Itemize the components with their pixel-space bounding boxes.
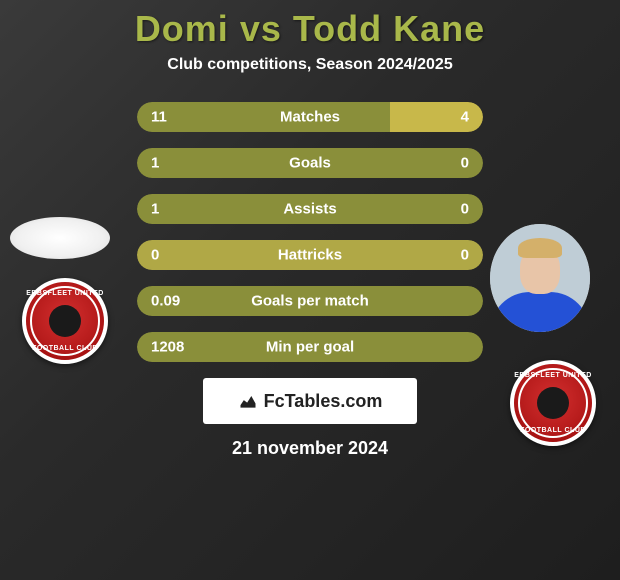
chart-icon bbox=[238, 391, 258, 411]
player-left-avatar bbox=[10, 217, 110, 259]
stat-label: Hattricks bbox=[278, 247, 342, 264]
brand-text: FcTables.com bbox=[264, 391, 383, 412]
stat-value-right: 4 bbox=[461, 109, 469, 126]
stat-value-left: 0 bbox=[151, 247, 159, 264]
stat-value-left: 0.09 bbox=[151, 293, 180, 310]
subtitle: Club competitions, Season 2024/2025 bbox=[0, 56, 620, 74]
stat-value-left: 11 bbox=[151, 109, 167, 126]
stat-row: 0 Hattricks 0 bbox=[137, 240, 483, 270]
stat-row: 0.09 Goals per match bbox=[137, 286, 483, 316]
player-right-avatar bbox=[490, 224, 590, 332]
stat-label: Min per goal bbox=[266, 339, 354, 356]
stat-label: Assists bbox=[283, 201, 336, 218]
stats-bars: 11 Matches 4 1 Goals 0 1 Assists 0 0 Hattricks 0 0.0… bbox=[137, 102, 483, 362]
page-title: Domi vs Todd Kane bbox=[0, 8, 620, 50]
stat-bar-left bbox=[137, 102, 390, 132]
stat-value-left: 1208 bbox=[151, 339, 184, 356]
stat-value-right: 0 bbox=[461, 247, 469, 264]
stat-value-right: 0 bbox=[461, 201, 469, 218]
stat-row: 1 Assists 0 bbox=[137, 194, 483, 224]
club-badge-right-text-top: EBBSFLEET UNITED bbox=[514, 372, 592, 379]
stat-row: 11 Matches 4 bbox=[137, 102, 483, 132]
club-badge-left-text-top: EBBSFLEET UNITED bbox=[26, 290, 104, 297]
stat-value-left: 1 bbox=[151, 155, 159, 172]
footer-date: 21 november 2024 bbox=[0, 438, 620, 459]
club-badge-left-text-bot: FOOTBALL CLUB bbox=[26, 345, 104, 352]
stat-label: Goals per match bbox=[251, 293, 369, 310]
stat-row: 1208 Min per goal bbox=[137, 332, 483, 362]
club-badge-right: EBBSFLEET UNITED FOOTBALL CLUB bbox=[510, 360, 596, 446]
brand-badge: FcTables.com bbox=[203, 378, 417, 424]
club-badge-left: EBBSFLEET UNITED FOOTBALL CLUB bbox=[22, 278, 108, 364]
comparison-panel: EBBSFLEET UNITED FOOTBALL CLUB EBBSFLEET… bbox=[0, 102, 620, 459]
stat-value-right: 0 bbox=[461, 155, 469, 172]
club-badge-right-text-bot: FOOTBALL CLUB bbox=[514, 427, 592, 434]
stat-value-left: 1 bbox=[151, 201, 159, 218]
stat-label: Goals bbox=[289, 155, 331, 172]
stat-row: 1 Goals 0 bbox=[137, 148, 483, 178]
stat-label: Matches bbox=[280, 109, 340, 126]
